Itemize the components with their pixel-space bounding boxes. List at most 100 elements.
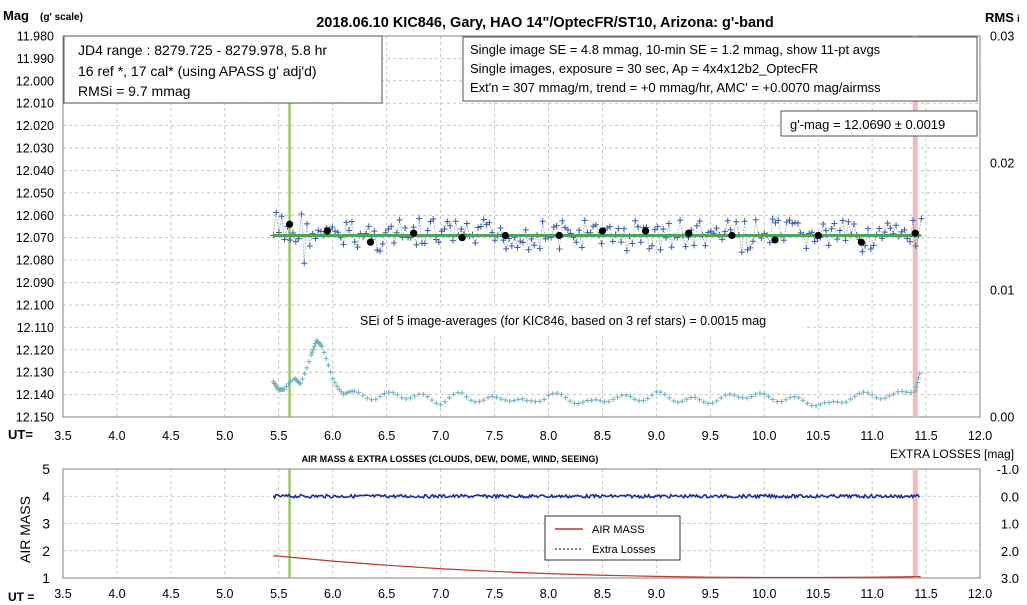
rms-point bbox=[442, 399, 448, 405]
rms-point bbox=[323, 356, 329, 362]
raw-point bbox=[497, 224, 504, 231]
rms-point bbox=[494, 394, 500, 400]
rms-point bbox=[515, 396, 521, 402]
top-x-ticks: 3.5 4.0 4.5 5.0 5.5 6.0 6.5 7.0 7.5 8.0 8.5 9.0 9.5 1… bbox=[54, 429, 992, 443]
rms-point bbox=[913, 384, 919, 390]
raw-point bbox=[834, 236, 841, 243]
raw-point bbox=[780, 237, 787, 244]
rms-point bbox=[545, 392, 551, 398]
rms-point bbox=[891, 391, 897, 397]
bottom-y-tick-label: 1 bbox=[42, 570, 50, 586]
bottom-x-tick-label: 5.0 bbox=[216, 587, 233, 601]
rms-point bbox=[558, 392, 564, 398]
raw-point bbox=[298, 211, 305, 218]
top-y2-tick-label: 0.02 bbox=[990, 157, 1014, 171]
info-right-line-1: Single image SE = 4.8 mmag, 10-min SE = … bbox=[470, 42, 881, 57]
raw-point bbox=[741, 218, 748, 225]
rms-point bbox=[537, 398, 543, 404]
rms-point bbox=[640, 398, 646, 404]
raw-point bbox=[862, 242, 869, 249]
bottom-y2-ticks: -1.0 0.0 1.0 2.0 3.0 bbox=[997, 462, 1019, 586]
rms-point bbox=[653, 389, 659, 395]
raw-point bbox=[615, 225, 622, 232]
rms-point bbox=[688, 395, 694, 401]
bottom-y-tick-label: 5 bbox=[42, 461, 50, 477]
rms-point bbox=[602, 399, 608, 405]
raw-point bbox=[390, 240, 397, 247]
top-x-tick-label: 6.5 bbox=[378, 429, 395, 443]
rms-point bbox=[321, 349, 327, 355]
raw-point bbox=[332, 228, 339, 235]
raw-point bbox=[632, 217, 639, 224]
raw-point bbox=[491, 237, 498, 244]
rms-point bbox=[649, 392, 655, 398]
bottom-x-tick-label: 5.5 bbox=[270, 587, 287, 601]
raw-point bbox=[525, 246, 532, 253]
rms-point bbox=[783, 397, 789, 403]
raw-point bbox=[682, 243, 689, 250]
info-right-line-2: Single images, exposure = 30 sec, Ap = 4… bbox=[470, 61, 818, 76]
rms-point bbox=[714, 398, 720, 404]
bottom-x-tick-label: 11.0 bbox=[860, 587, 883, 601]
rms-point bbox=[778, 398, 784, 404]
rms-point bbox=[511, 398, 517, 404]
rms-point bbox=[886, 393, 892, 399]
raw-point bbox=[825, 242, 832, 249]
raw-point bbox=[539, 218, 546, 225]
raw-point bbox=[449, 237, 456, 244]
raw-point bbox=[447, 222, 454, 229]
raw-point bbox=[677, 217, 684, 224]
raw-point bbox=[522, 226, 529, 233]
top-y-tick-label: 12.100 bbox=[16, 298, 54, 312]
raw-point bbox=[637, 239, 644, 246]
rms-point bbox=[774, 398, 780, 404]
raw-point bbox=[531, 242, 538, 249]
rms-point bbox=[766, 393, 772, 399]
rms-point bbox=[311, 343, 317, 349]
rms-point bbox=[420, 391, 426, 397]
rms-point bbox=[390, 390, 396, 396]
rms-point bbox=[455, 390, 461, 396]
rms-point bbox=[701, 399, 707, 405]
rms-point bbox=[692, 395, 698, 401]
rms-point bbox=[869, 392, 875, 398]
top-x-tick-label: 4.5 bbox=[162, 429, 179, 443]
rms-point bbox=[377, 393, 383, 399]
raw-point bbox=[618, 239, 625, 246]
raw-point bbox=[477, 223, 484, 230]
bottom-plot-frame bbox=[62, 468, 981, 579]
top-y-tick-label: 12.060 bbox=[16, 209, 54, 223]
rms-point bbox=[554, 390, 560, 396]
raw-point bbox=[444, 218, 451, 225]
raw-point bbox=[351, 239, 358, 246]
rms-point bbox=[813, 403, 819, 409]
raw-point bbox=[772, 219, 779, 226]
rms-point bbox=[731, 392, 737, 398]
raw-point bbox=[831, 220, 838, 227]
rms-point bbox=[281, 386, 287, 392]
top-y-tick-label: 12.010 bbox=[16, 97, 54, 111]
top-x-tick-label: 7.0 bbox=[432, 429, 449, 443]
rms-point bbox=[433, 400, 439, 406]
rms-point bbox=[826, 399, 832, 405]
raw-point bbox=[850, 220, 857, 227]
rms-point bbox=[297, 381, 303, 387]
rms-point bbox=[916, 375, 922, 381]
rms-point bbox=[904, 389, 910, 395]
rms-point bbox=[757, 390, 763, 396]
raw-point bbox=[292, 238, 299, 245]
raw-point bbox=[581, 217, 588, 224]
raw-point bbox=[727, 226, 734, 233]
rms-point bbox=[550, 391, 556, 397]
raw-point bbox=[789, 220, 796, 227]
top-y-ticks: 11.980 11.990 12.000 12.010 12.020 12.030 12.0… bbox=[16, 30, 54, 425]
rms-point bbox=[860, 389, 866, 395]
top-y-label-right: RMS bbox=[985, 10, 1014, 25]
rms-point bbox=[917, 370, 923, 376]
raw-point bbox=[909, 217, 916, 224]
average-point bbox=[728, 231, 736, 240]
average-point bbox=[285, 220, 294, 228]
rms-point bbox=[567, 398, 573, 404]
rms-point bbox=[787, 395, 793, 401]
